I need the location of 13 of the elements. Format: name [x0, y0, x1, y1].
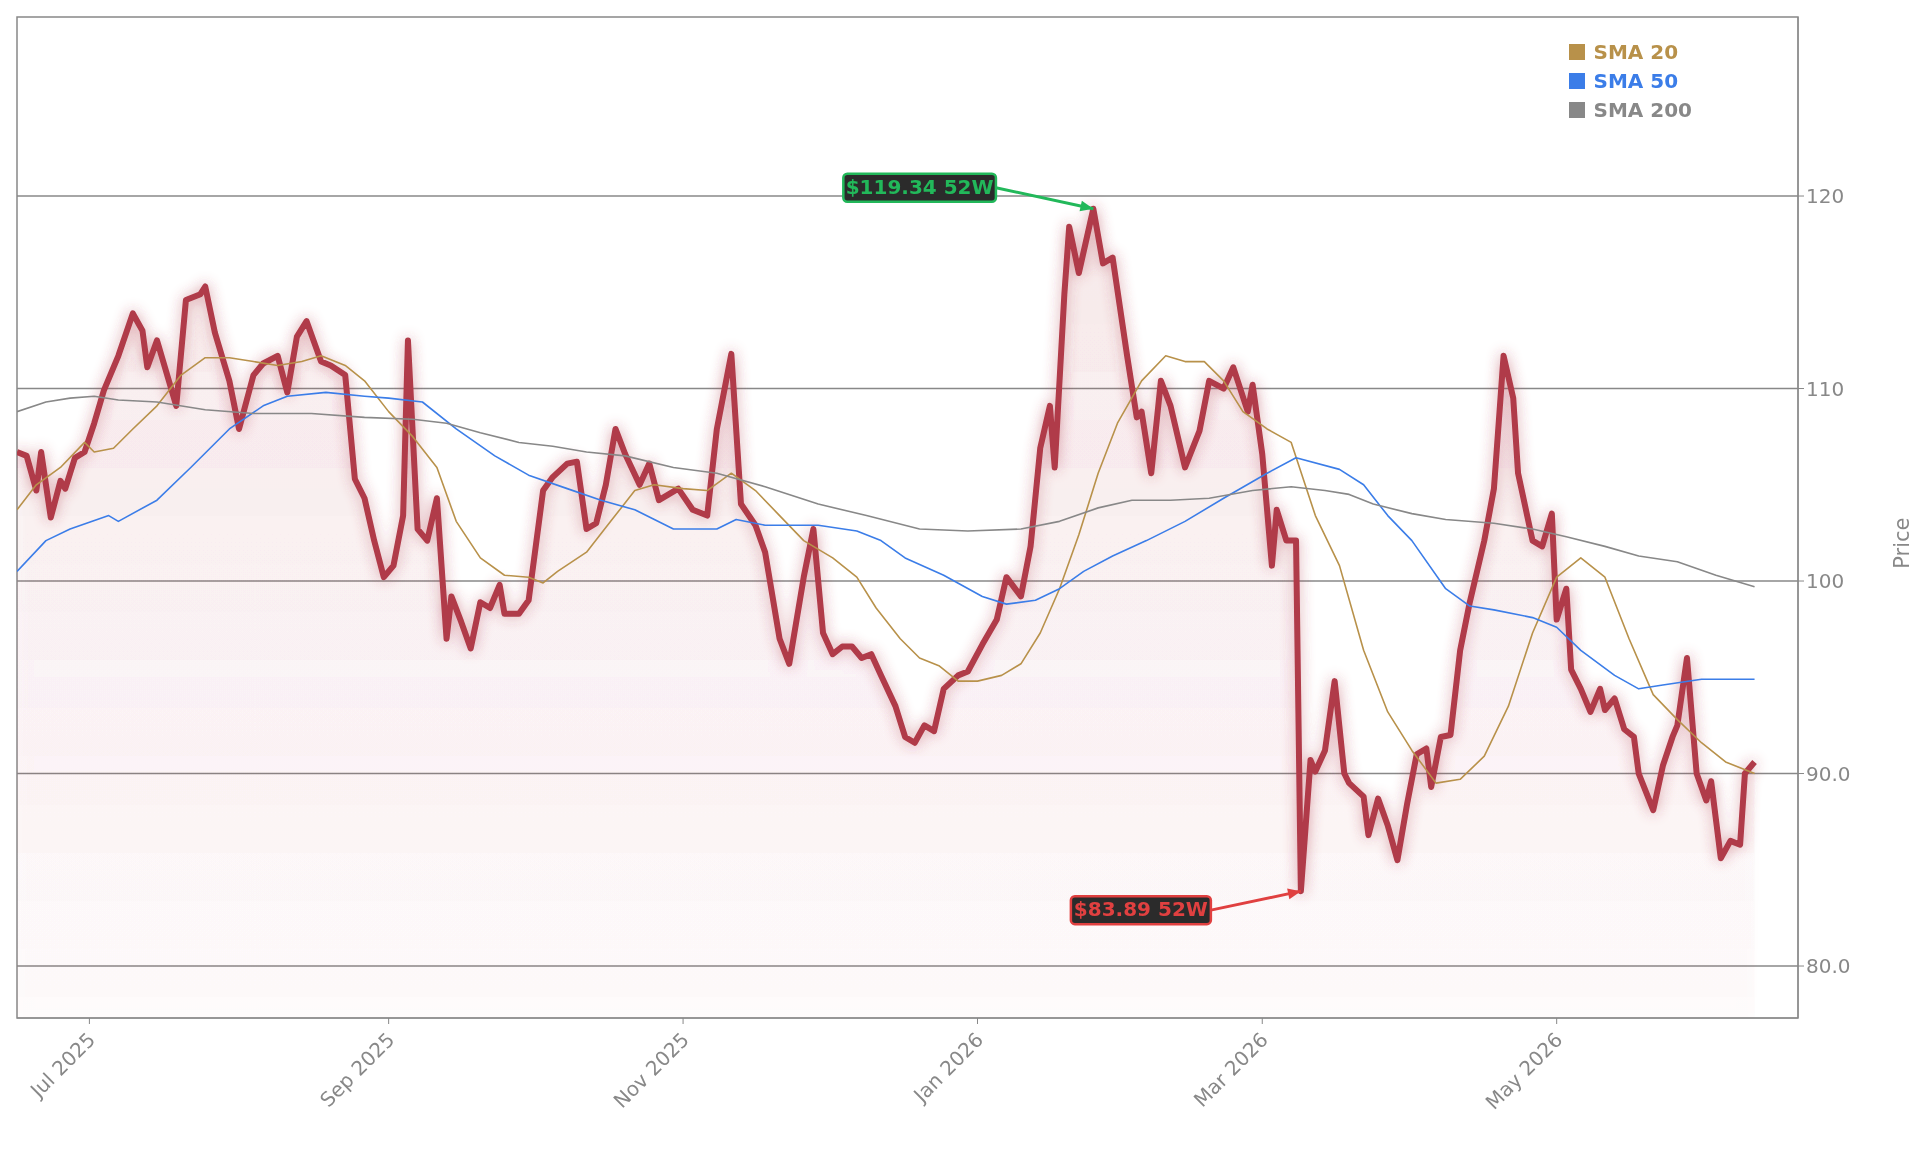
y-tick-label: 90.0: [1806, 761, 1851, 786]
legend-label: SMA 20: [1592, 39, 1680, 66]
y-tick-label: 110: [1806, 376, 1845, 401]
legend-label: SMA 50: [1592, 68, 1680, 95]
y-tick-label: 120: [1806, 184, 1845, 209]
annotation: $119.34 52W: [845, 174, 994, 199]
y-axis-title: Price: [1890, 517, 1915, 569]
legend-label: SMA 200: [1592, 97, 1692, 124]
y-tick-label: 80.0: [1806, 954, 1851, 979]
line-series: [17, 355, 1756, 784]
line-series: [17, 391, 1756, 690]
annotation: $83.89 52W: [1073, 897, 1208, 922]
y-tick-label: 100: [1806, 569, 1845, 594]
